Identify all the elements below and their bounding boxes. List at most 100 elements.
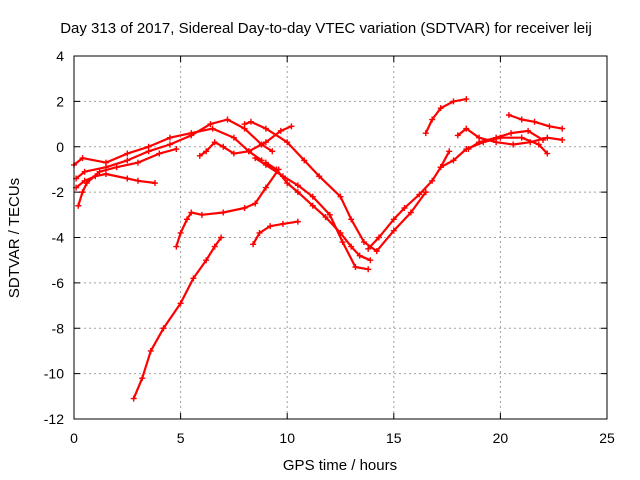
data-point	[190, 275, 197, 282]
data-point	[75, 202, 82, 209]
data-point	[422, 130, 429, 137]
data-point	[356, 252, 363, 259]
data-point	[309, 193, 316, 200]
chart-title: Day 313 of 2017, Sidereal Day-to-day VTE…	[60, 20, 592, 37]
series-arc-c	[73, 170, 159, 191]
y-tick-label: -8	[52, 320, 65, 336]
data-point	[173, 146, 180, 153]
data-point	[294, 182, 301, 189]
y-tick-label: -12	[44, 411, 64, 427]
data-point	[360, 239, 367, 246]
x-tick-label: 15	[386, 430, 402, 446]
data-point	[102, 170, 109, 177]
series-arc-e	[130, 234, 225, 402]
data-point	[203, 148, 210, 155]
data-point	[81, 168, 88, 175]
data-point	[245, 148, 252, 155]
data-point	[252, 155, 259, 162]
series-line	[243, 120, 427, 253]
data-point	[301, 157, 308, 164]
data-point	[463, 125, 470, 132]
data-point	[390, 216, 397, 223]
data-point	[218, 234, 225, 241]
data-point	[446, 148, 453, 155]
data-point	[273, 166, 280, 173]
data-point	[166, 141, 173, 148]
data-point	[316, 173, 323, 180]
data-point	[352, 263, 359, 270]
y-tick-label: 4	[56, 48, 64, 64]
data-point	[510, 141, 517, 148]
data-series	[71, 96, 566, 402]
data-point	[429, 177, 436, 184]
data-point	[416, 191, 423, 198]
data-point	[252, 200, 259, 207]
data-point	[224, 116, 231, 123]
data-point	[288, 123, 295, 130]
data-point	[450, 98, 457, 105]
data-point	[262, 125, 269, 132]
data-point	[211, 243, 218, 250]
series-arc-m	[422, 96, 470, 137]
data-point	[79, 189, 86, 196]
data-point	[256, 229, 263, 236]
data-point	[134, 177, 141, 184]
data-point	[124, 175, 131, 182]
series-line	[367, 150, 451, 250]
data-point	[130, 395, 137, 402]
data-point	[546, 123, 553, 130]
data-point	[518, 116, 525, 123]
data-point	[454, 132, 461, 139]
data-point	[79, 155, 86, 162]
data-point	[211, 139, 218, 146]
x-tick-label: 25	[599, 430, 615, 446]
data-point	[152, 180, 159, 187]
data-point	[508, 130, 515, 137]
data-point	[230, 134, 237, 141]
series-line	[75, 118, 274, 180]
series-line	[467, 129, 545, 151]
series-arc-p	[465, 127, 547, 153]
data-point	[177, 229, 184, 236]
data-point	[250, 241, 257, 248]
data-point	[531, 118, 538, 125]
data-point	[267, 223, 274, 230]
series-arc-i	[252, 155, 372, 273]
data-point	[544, 150, 551, 157]
series-line	[424, 98, 468, 135]
y-tick-label: -2	[52, 184, 65, 200]
data-point	[96, 168, 103, 175]
data-point	[407, 209, 414, 216]
data-point	[139, 375, 146, 382]
data-point	[209, 125, 216, 132]
data-point	[450, 157, 457, 164]
data-point	[166, 134, 173, 141]
series-arc-j	[262, 159, 374, 264]
data-point	[198, 211, 205, 218]
x-tick-label: 0	[70, 430, 78, 446]
data-point	[348, 243, 355, 250]
series-line	[132, 236, 223, 400]
series-line	[72, 127, 263, 166]
data-point	[294, 189, 301, 196]
data-point	[196, 152, 203, 159]
data-point	[177, 300, 184, 307]
data-point	[559, 125, 566, 132]
data-point	[284, 180, 291, 187]
series-arc-o	[454, 125, 566, 148]
data-point	[279, 220, 286, 227]
data-point	[476, 139, 483, 146]
x-axis-label: GPS time / hours	[283, 457, 397, 474]
series-arc-k	[250, 218, 301, 248]
y-tick-label: 2	[56, 93, 64, 109]
series-line	[254, 157, 370, 271]
data-point	[241, 205, 248, 212]
data-point	[262, 184, 269, 191]
y-tick-label: -10	[44, 366, 64, 382]
data-point	[339, 239, 346, 246]
series-line	[264, 161, 372, 262]
data-point	[230, 150, 237, 157]
data-point	[203, 257, 210, 264]
data-point	[156, 150, 163, 157]
data-point	[269, 148, 276, 155]
